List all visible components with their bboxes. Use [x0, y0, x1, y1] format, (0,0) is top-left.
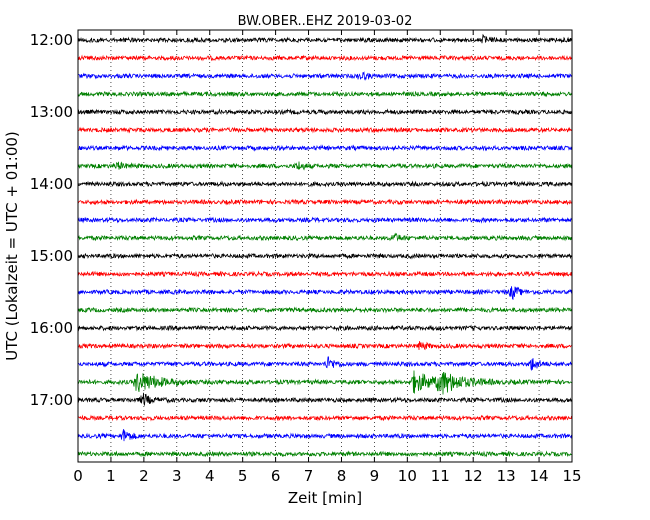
seismic-trace [77, 232, 573, 242]
seismic-trace [77, 450, 573, 458]
seismic-trace [77, 392, 573, 407]
x-tick-label: 11 [431, 467, 450, 485]
x-tick-label: 8 [337, 467, 347, 485]
x-tick-label: 15 [562, 467, 581, 485]
x-axis-ticks: 0 1 2 3 4 5 6 7 8 9 10 11 12 13 14 15 [73, 30, 582, 485]
x-tick-label: 10 [398, 467, 417, 485]
seismic-trace [77, 324, 573, 332]
y-tick-label: 13:00 [30, 103, 73, 121]
x-tick-label: 7 [304, 467, 314, 485]
x-tick-label: 5 [238, 467, 248, 485]
seismic-trace [77, 270, 573, 278]
x-axis-label: Zeit [min] [288, 489, 362, 507]
plot-frame [77, 29, 573, 463]
trace-group [77, 33, 573, 458]
y-tick-label: 14:00 [30, 175, 73, 193]
seismic-trace [77, 33, 573, 44]
seismic-trace [77, 341, 573, 351]
x-tick-label: 13 [497, 467, 516, 485]
seismic-trace [77, 252, 573, 260]
seismic-trace [77, 108, 573, 116]
x-tick-label: 12 [464, 467, 483, 485]
y-tick-label: 15:00 [30, 247, 73, 265]
x-tick-label: 0 [73, 467, 83, 485]
seismic-trace [77, 54, 573, 62]
seismic-trace [77, 370, 573, 395]
seismic-trace [77, 429, 573, 442]
seismic-trace [77, 126, 573, 134]
x-tick-label: 2 [139, 467, 149, 485]
x-tick-label: 6 [271, 467, 281, 485]
x-tick-label: 9 [370, 467, 380, 485]
y-axis-label: UTC (Lokalzeit = UTC + 01:00) [3, 131, 21, 361]
seismic-trace [77, 306, 573, 314]
seismic-trace [77, 198, 573, 206]
x-tick-label: 3 [172, 467, 182, 485]
seismic-trace [77, 216, 573, 224]
y-axis-ticks: 12:00 13:00 14:00 15:00 16:00 17:00 [30, 31, 572, 409]
seismic-trace [77, 71, 573, 81]
chart-title: BW.OBER..EHZ 2019-03-02 [238, 14, 413, 29]
seismic-trace [77, 356, 573, 371]
x-tick-label: 4 [205, 467, 215, 485]
x-tick-label: 1 [106, 467, 116, 485]
x-tick-label: 14 [530, 467, 549, 485]
y-tick-label: 12:00 [30, 31, 73, 49]
seismic-trace [77, 161, 572, 171]
seismic-trace [77, 180, 573, 188]
grid-lines [110, 30, 540, 462]
seismic-trace [77, 144, 573, 152]
y-tick-label: 16:00 [30, 319, 73, 337]
seismic-trace [77, 414, 573, 422]
y-tick-label: 17:00 [30, 391, 73, 409]
seismic-trace [77, 286, 573, 300]
seismic-trace [77, 90, 573, 98]
